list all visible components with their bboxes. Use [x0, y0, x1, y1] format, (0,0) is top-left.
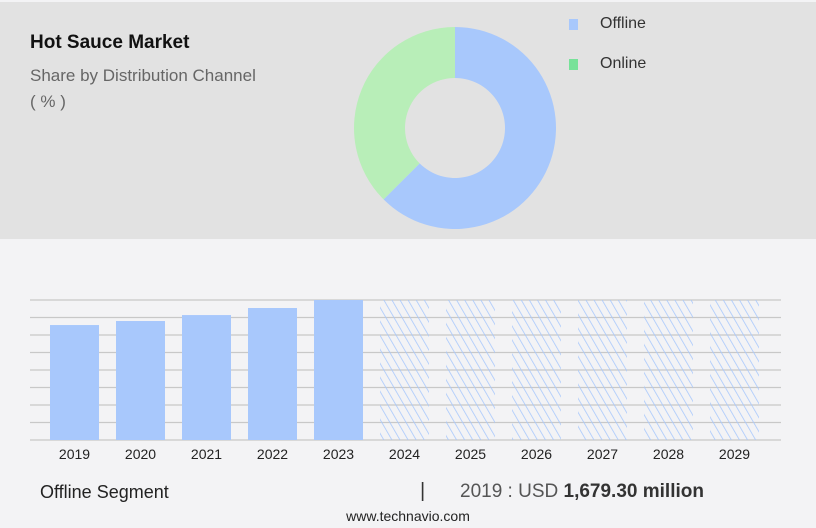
bar-forecast-2029 [710, 300, 759, 440]
x-tick-label: 2028 [653, 446, 684, 462]
x-tick-label: 2025 [455, 446, 486, 462]
unit: ( % ) [30, 92, 66, 111]
legend-item-offline: Offline [569, 15, 646, 33]
bar-2019 [50, 325, 99, 440]
donut-slice-offline [383, 27, 556, 229]
segment-label: Offline Segment [40, 482, 169, 502]
segment-value: 2019 : USD 1,679.30 million [460, 481, 704, 503]
legend-swatch-offline [569, 19, 578, 30]
x-tick-label: 2022 [257, 446, 288, 462]
legend-swatch-online [569, 59, 578, 70]
bar-forecast-2024 [380, 300, 429, 440]
donut-chart [353, 27, 556, 229]
x-tick-label: 2023 [323, 446, 354, 462]
value-amount: 1,679.30 million [563, 481, 704, 502]
x-tick-label: 2020 [125, 446, 156, 462]
bar-2022 [248, 308, 297, 440]
bar-2021 [182, 315, 231, 440]
separator: | [420, 480, 426, 502]
x-tick-label: 2029 [719, 446, 750, 462]
x-tick-label: 2026 [521, 446, 552, 462]
value-prefix: 2019 : USD [460, 481, 564, 502]
subtitle: Share by Distribution Channel [30, 66, 256, 85]
legend-label: Offline [600, 15, 646, 32]
chart-subtitle: Share by Distribution Channel ( % ) [30, 63, 256, 115]
donut-slice-online [353, 27, 455, 200]
bar-2023 [314, 300, 363, 440]
chart-title: Hot Sauce Market [30, 32, 190, 53]
bar-forecast-2026 [512, 300, 561, 440]
x-tick-label: 2027 [587, 446, 618, 462]
website: www.technavio.com [346, 508, 470, 524]
x-tick-label: 2024 [389, 446, 420, 462]
legend-label: Online [600, 55, 647, 72]
bar-2020 [116, 321, 165, 440]
x-tick-label: 2019 [59, 446, 90, 462]
bar-forecast-2028 [644, 300, 693, 440]
x-tick-label: 2021 [191, 446, 222, 462]
bar-forecast-2025 [446, 300, 495, 440]
bar-forecast-2027 [578, 300, 627, 440]
legend-item-online: Online [569, 55, 646, 73]
bar-chart: 2019 2020 2021 2022 2023 2024 2025 2026 2027 2028… [30, 299, 781, 462]
